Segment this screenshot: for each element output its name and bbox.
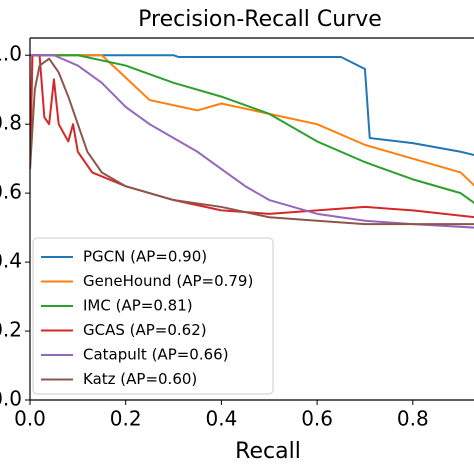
x-tick-label: 0.0	[14, 407, 46, 431]
x-axis-label: Recall	[235, 439, 301, 464]
line-series	[30, 54, 474, 204]
y-tick-label: 0.6	[0, 180, 22, 204]
legend-label: Catapult (AP=0.66)	[83, 346, 229, 364]
legend-box	[32, 237, 274, 395]
legend-label: Katz (AP=0.60)	[83, 370, 197, 388]
plot-area	[30, 54, 474, 229]
y-tick-label: 0.4	[0, 249, 22, 273]
x-tick-label: 0.2	[110, 407, 142, 431]
legend-label: IMC (AP=0.81)	[83, 297, 193, 315]
y-tick-label: 0.0	[0, 387, 22, 411]
line-series	[30, 54, 474, 157]
y-tick-label: 0.2	[0, 318, 22, 342]
legend-label: GCAS (AP=0.62)	[83, 321, 207, 339]
y-tick-label: 1.0	[0, 42, 22, 66]
x-tick-label: 0.4	[205, 407, 237, 431]
x-tick-label: 0.6	[301, 407, 333, 431]
line-series	[30, 54, 474, 229]
chart-title: Precision-Recall Curve	[138, 7, 382, 32]
legend-label: PGCN (AP=0.90)	[83, 248, 207, 266]
line-series	[30, 54, 474, 187]
line-series	[30, 57, 474, 226]
x-tick-label: 0.8	[397, 407, 429, 431]
y-tick-label: 0.8	[0, 111, 22, 135]
legend-label: GeneHound (AP=0.79)	[83, 272, 253, 290]
